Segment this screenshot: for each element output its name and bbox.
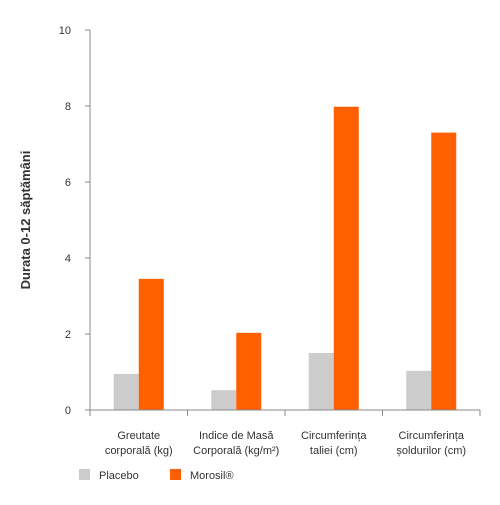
x-category-label: șoldurilor (cm) <box>396 445 466 457</box>
x-category-label: Circumferința <box>399 430 465 442</box>
bar-morosil-0 <box>138 278 164 410</box>
legend-swatch-morosil <box>170 469 181 480</box>
bar-placebo-3 <box>406 370 432 410</box>
y-tick-label: 0 <box>65 405 71 417</box>
x-category-label: Greutate <box>117 430 160 442</box>
bar-morosil-1 <box>236 332 262 410</box>
bar-placebo-1 <box>211 390 237 410</box>
bar-placebo-0 <box>113 373 139 410</box>
y-tick-label: 6 <box>65 177 71 189</box>
x-category-label: Corporală (kg/m²) <box>193 445 279 457</box>
y-axis-title: Durata 0-12 săptămâni <box>18 151 33 290</box>
x-category-label: Circumferința <box>301 430 367 442</box>
bar-morosil-2 <box>333 106 359 410</box>
x-category-label: Indice de Masă <box>199 430 274 442</box>
legend-label-placebo: Placebo <box>99 470 139 482</box>
x-category-label: corporală (kg) <box>105 445 173 457</box>
bar-morosil-3 <box>431 132 457 410</box>
y-tick-label: 2 <box>65 329 71 341</box>
legend-swatch-placebo <box>79 469 90 480</box>
y-tick-label: 10 <box>59 25 71 37</box>
x-category-label: taliei (cm) <box>310 445 358 457</box>
legend-label-morosil: Morosil® <box>190 470 234 482</box>
y-tick-label: 8 <box>65 101 71 113</box>
y-tick-label: 4 <box>65 253 71 265</box>
bar-placebo-2 <box>308 353 334 410</box>
